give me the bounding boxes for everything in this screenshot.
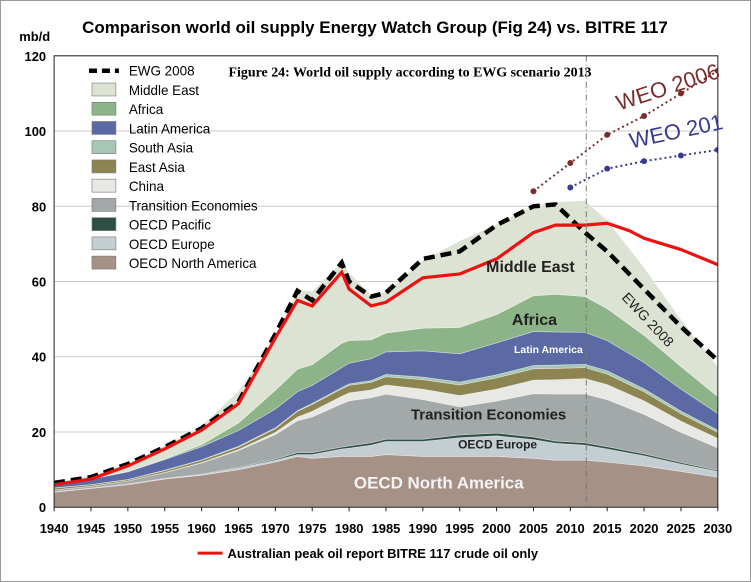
x-tick-label: 1965 — [224, 521, 253, 536]
label-africa: Africa — [512, 312, 557, 329]
x-tick-label: 1970 — [261, 521, 290, 536]
legend-label-middle-east: Middle East — [129, 83, 199, 98]
x-tick-label: 2015 — [593, 521, 622, 536]
chart-title: Comparison world oil supply Energy Watch… — [82, 18, 668, 37]
legend-swatch-china — [91, 178, 117, 193]
point-weo-2006 — [567, 160, 574, 167]
x-tick-label: 1995 — [445, 521, 474, 536]
legend-swatch-middle-east — [91, 82, 117, 97]
legend-label-africa: Africa — [129, 102, 164, 117]
legend-label-south-asia: South Asia — [129, 141, 194, 156]
line-weo-2011 — [569, 148, 718, 189]
legend-label-transition-economies: Transition Economies — [129, 198, 258, 213]
series-lines — [54, 67, 718, 487]
y-tick-label: 40 — [32, 350, 46, 365]
x-tick-label: 1985 — [372, 521, 401, 536]
x-tick-label: 2025 — [667, 521, 696, 536]
y-axis-unit: mb/d — [19, 29, 50, 44]
label-transition-economies: Transition Economies — [411, 407, 566, 424]
label-oecd-europe: OECD Europe — [458, 437, 537, 451]
legend-label-oecd-europe: OECD Europe — [129, 237, 215, 252]
x-tick-label: 1975 — [298, 521, 327, 536]
area-middle-east — [54, 200, 718, 485]
x-tick-label: 1955 — [150, 521, 179, 536]
line-australian-peak-oil-report-bitre-117-crude-oil-only — [54, 221, 718, 487]
y-tick-label: 20 — [32, 425, 46, 440]
line-weo-2006 — [532, 70, 718, 193]
x-tick-label: 1960 — [187, 521, 216, 536]
legend-label-latin-america: Latin America — [129, 121, 211, 136]
legend-swatch-transition-economies — [91, 198, 117, 212]
bitre-legend: Australian peak oil report BITRE 117 cru… — [197, 546, 539, 561]
x-tick-label: 1990 — [408, 521, 437, 536]
legend-swatch-oecd-pacific — [91, 217, 117, 231]
x-tick-label: 2030 — [703, 521, 732, 536]
label-oecd-north-america: OECD North America — [354, 473, 524, 492]
legend: EWG 2008 Middle East Africa Latin America So… — [88, 64, 258, 271]
point-weo-2006 — [641, 113, 648, 119]
legend-label-oecd-pacific: OECD Pacific — [129, 218, 211, 233]
y-tick-label: 100 — [25, 124, 47, 139]
x-tick-label: 2000 — [482, 521, 511, 536]
x-tick-label: 1980 — [335, 521, 364, 536]
y-tick-label: 0 — [39, 500, 46, 515]
point-weo-2006 — [714, 67, 718, 74]
bitre-legend-label: Australian peak oil report BITRE 117 cru… — [228, 546, 539, 561]
legend-swatch-east-asia — [91, 159, 117, 174]
y-axis: 0 20 40 60 80 100 120 — [25, 49, 47, 515]
stacked-areas — [54, 200, 718, 508]
line-ewg-2008 — [54, 202, 718, 486]
x-tick-label: 2010 — [556, 521, 585, 536]
x-tick-label: 1940 — [40, 521, 69, 536]
point-weo-2006 — [530, 188, 537, 195]
legend-swatch-africa — [91, 101, 117, 116]
legend-swatch-oecd-europe — [91, 236, 117, 251]
legend-swatch-oecd-north-america — [91, 255, 117, 270]
point-weo-2006 — [677, 90, 684, 97]
y-tick-label: 120 — [25, 49, 47, 64]
point-weo-2011 — [714, 146, 718, 153]
x-tick-label: 2020 — [630, 521, 659, 536]
legend-swatch-south-asia — [91, 140, 117, 154]
figure-subtitle: Figure 24: World oil supply according to… — [229, 66, 592, 81]
point-weo-2011 — [567, 184, 574, 191]
legend-label-east-asia: East Asia — [129, 160, 186, 175]
legend-label-ewg-2008: EWG 2008 — [129, 64, 195, 79]
x-tick-label: 2005 — [519, 521, 548, 536]
label-middle-east: Middle East — [486, 259, 575, 276]
y-tick-label: 60 — [32, 275, 46, 290]
y-tick-label: 80 — [32, 199, 46, 214]
legend-swatch-latin-america — [91, 121, 117, 135]
x-tick-label: 1950 — [113, 521, 142, 536]
legend-label-china: China — [129, 179, 165, 194]
point-weo-2011 — [677, 152, 684, 159]
x-axis: 1940 1945 1950 1955 1960 1965 1970 1975 1980 1985… — [40, 507, 732, 536]
label-latin-america: Latin America — [514, 345, 583, 356]
x-tick-label: 1945 — [77, 521, 106, 536]
point-weo-2011 — [641, 158, 648, 165]
label-weo-2006: WEO 2006 — [613, 58, 723, 115]
point-weo-2006 — [604, 131, 611, 138]
legend-label-oecd-north-america: OECD North America — [129, 256, 257, 271]
point-weo-2011 — [604, 165, 611, 172]
